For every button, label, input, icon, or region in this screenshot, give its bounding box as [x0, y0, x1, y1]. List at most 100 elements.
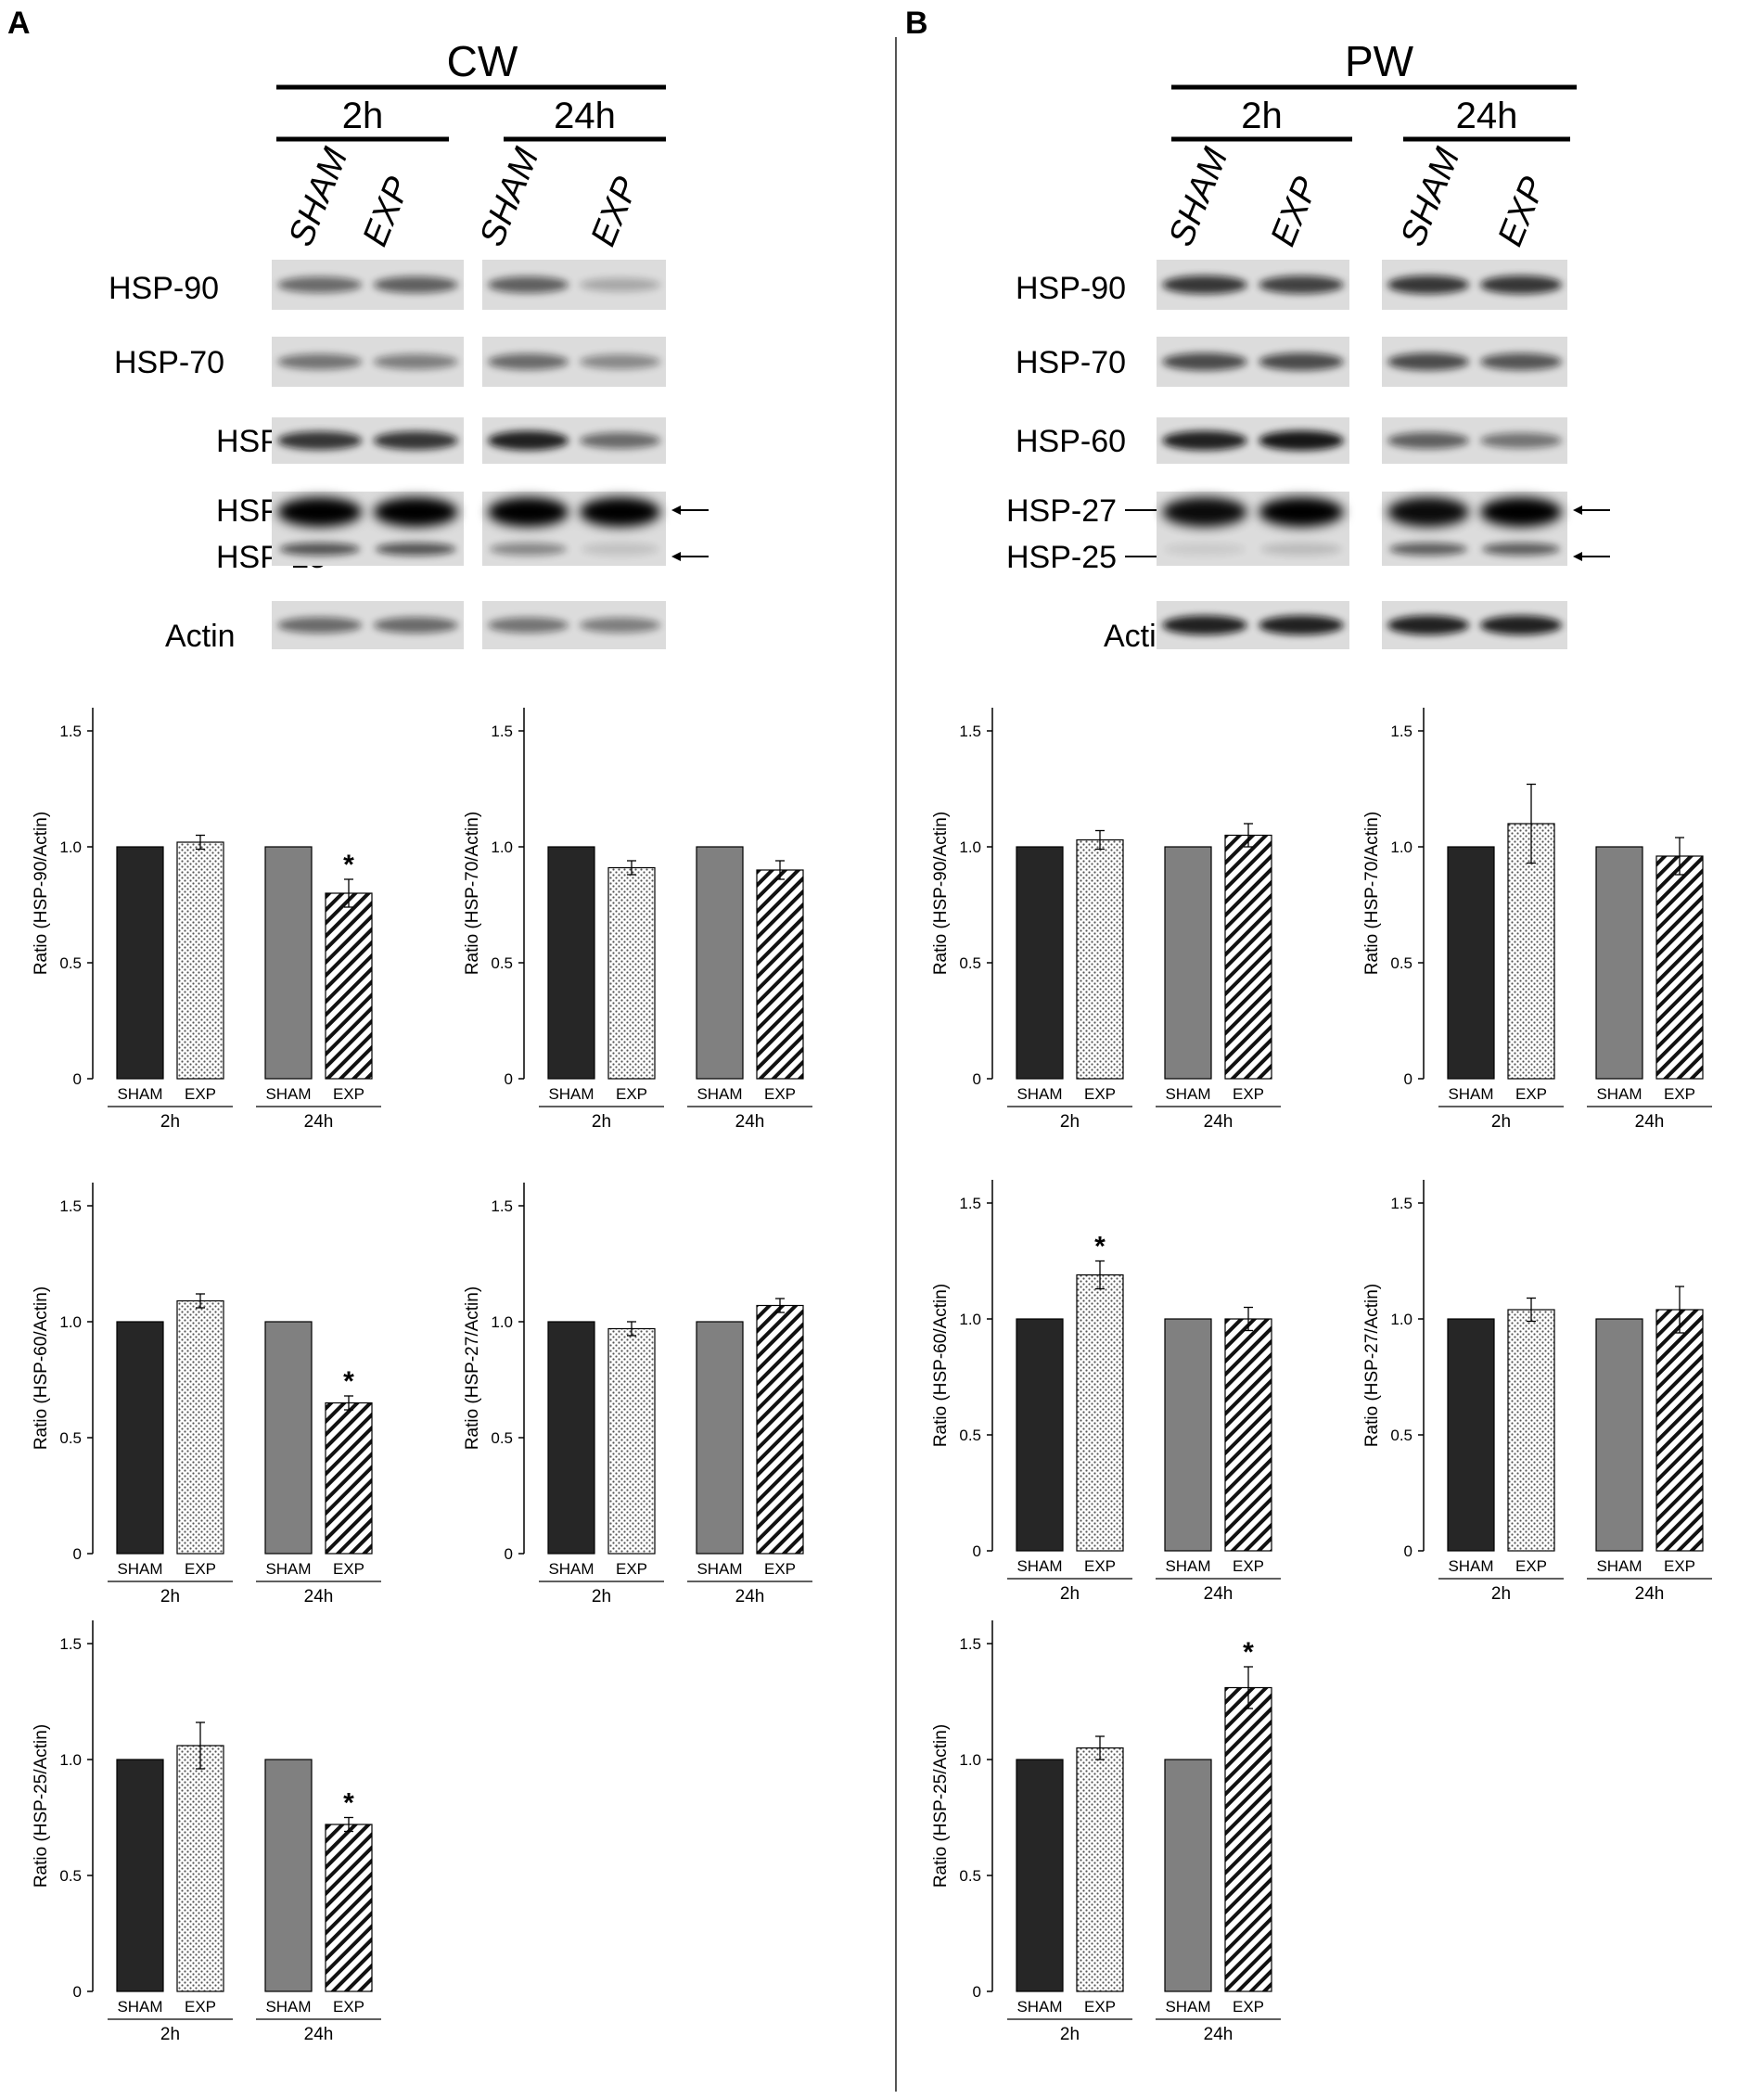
- group-label: 24h: [304, 2025, 334, 2044]
- band: [1259, 352, 1344, 371]
- category-label: EXP: [1515, 1085, 1547, 1103]
- y-axis-label: Ratio (HSP-60/Actin): [32, 1286, 51, 1450]
- band: [1387, 275, 1469, 294]
- band: [581, 543, 659, 556]
- blot-strip: [482, 260, 666, 310]
- band: [1164, 543, 1246, 556]
- category-label: EXP: [764, 1085, 796, 1103]
- category-label: SHAM: [548, 1560, 594, 1578]
- category-label: SHAM: [117, 1998, 162, 2016]
- bar: [1076, 1747, 1124, 1992]
- band: [1387, 497, 1469, 527]
- y-tick-label: 0.5: [491, 1429, 513, 1447]
- blot-strip: [1382, 260, 1567, 310]
- group-label: 24h: [735, 1587, 765, 1606]
- y-tick-label: 1.0: [59, 838, 82, 856]
- bar: [325, 892, 373, 1080]
- panel-letter: A: [7, 6, 31, 41]
- band: [579, 277, 661, 292]
- category-label: SHAM: [265, 1560, 311, 1578]
- band: [1480, 275, 1562, 294]
- band: [1162, 275, 1247, 294]
- category-label: EXP: [333, 1998, 364, 2016]
- protein-label: Actin: [165, 619, 236, 654]
- band: [487, 617, 569, 634]
- category-label: EXP: [1233, 1557, 1264, 1575]
- band: [579, 497, 661, 527]
- y-tick-label: 1.5: [491, 723, 513, 740]
- y-tick-label: 1.5: [959, 1635, 981, 1653]
- y-tick-label: 0.5: [959, 1867, 981, 1885]
- y-tick-label: 0.5: [59, 954, 82, 972]
- y-tick-label: 0.5: [59, 1429, 82, 1447]
- category-label: EXP: [1233, 1998, 1264, 2016]
- bar: [1164, 1759, 1212, 1992]
- category-label: SHAM: [1596, 1085, 1642, 1103]
- blot-strip: [272, 601, 464, 649]
- band: [1162, 497, 1247, 527]
- bar: [547, 846, 595, 1080]
- bar: [176, 1745, 224, 1992]
- y-tick-label: 0: [1404, 1542, 1412, 1560]
- group-label: 2h: [160, 1587, 180, 1606]
- category-label: SHAM: [1016, 1085, 1062, 1103]
- category-label: EXP: [1664, 1085, 1695, 1103]
- band: [1162, 615, 1247, 635]
- group-label: 24h: [1204, 1584, 1234, 1604]
- blot-strip: [1157, 260, 1349, 310]
- y-tick-label: 0.5: [1390, 1427, 1412, 1444]
- chart-a-4: 0 0.5 1.0 1.5 Ratio (HSP-25/Actin) SHAM EXP SHA…: [32, 1620, 381, 2044]
- bar: [756, 1304, 804, 1555]
- group-label: 24h: [1635, 1112, 1665, 1132]
- bar: [1016, 1318, 1064, 1552]
- band: [277, 497, 363, 527]
- protein-label: HSP-25: [1006, 540, 1117, 575]
- y-axis-label: Ratio (HSP-27/Actin): [463, 1286, 482, 1450]
- bar: [176, 841, 224, 1080]
- group-label: 2h: [592, 1587, 611, 1606]
- group-label: 24h: [1204, 1112, 1234, 1132]
- category-label: SHAM: [697, 1085, 742, 1103]
- blot-strip: [1382, 601, 1567, 649]
- y-tick-label: 0: [73, 1983, 82, 2001]
- significance-marker: *: [343, 1366, 354, 1397]
- band: [375, 543, 456, 556]
- significance-marker: *: [343, 1788, 354, 1819]
- y-axis-label: Ratio (HSP-25/Actin): [931, 1724, 951, 1888]
- time-label: 24h: [554, 96, 616, 136]
- band: [487, 497, 569, 527]
- chart-a-2: 0 0.5 1.0 1.5 Ratio (HSP-60/Actin) SHAM EXP SHA…: [32, 1183, 381, 1606]
- band: [487, 353, 569, 370]
- y-tick-label: 0: [973, 1070, 981, 1088]
- category-label: SHAM: [265, 1998, 311, 2016]
- y-tick-label: 1.0: [1390, 1311, 1412, 1328]
- bar: [756, 869, 804, 1080]
- band: [579, 432, 661, 449]
- group-label: 24h: [735, 1112, 765, 1132]
- category-label: EXP: [764, 1560, 796, 1578]
- blot-strip: [272, 417, 464, 464]
- y-axis-label: Ratio (HSP-90/Actin): [32, 812, 51, 975]
- bar: [1507, 823, 1555, 1080]
- y-tick-label: 1.0: [959, 1311, 981, 1328]
- category-label: SHAM: [697, 1560, 742, 1578]
- band: [1389, 543, 1467, 556]
- y-axis-label: Ratio (HSP-25/Actin): [32, 1724, 51, 1888]
- band: [373, 497, 458, 527]
- arrow-left-head: [1573, 552, 1582, 561]
- bar: [264, 1321, 313, 1555]
- group-label: 2h: [1491, 1584, 1511, 1604]
- blot-strip: [482, 337, 666, 387]
- y-tick-label: 1.5: [491, 1197, 513, 1215]
- y-tick-label: 1.5: [1390, 723, 1412, 740]
- band: [277, 617, 363, 634]
- time-label: 2h: [1241, 96, 1283, 136]
- bar: [1076, 1273, 1124, 1552]
- chart-b-6: 0 0.5 1.0 1.5 Ratio (HSP-70/Actin) SHAM EXP SHA…: [1362, 708, 1712, 1132]
- band: [1480, 352, 1562, 371]
- y-tick-label: 1.5: [959, 723, 981, 740]
- bar: [176, 1299, 224, 1555]
